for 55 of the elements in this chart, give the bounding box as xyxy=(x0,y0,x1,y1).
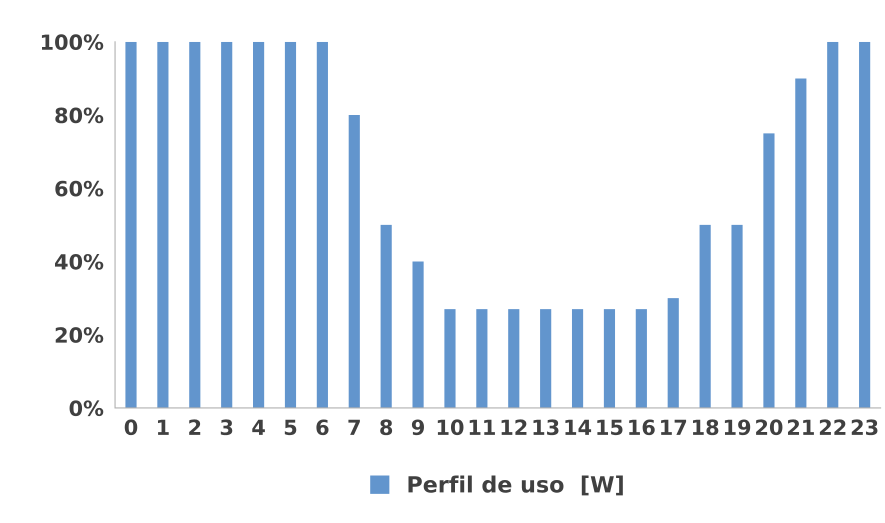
bar xyxy=(540,309,552,408)
x-tick-label: 5 xyxy=(284,420,296,436)
bar xyxy=(604,309,616,408)
bar xyxy=(859,42,870,408)
x-tick-label: 9 xyxy=(412,419,424,436)
y-tick-label: 40% xyxy=(55,254,104,270)
bar xyxy=(508,309,520,408)
x-tick-label: 22 xyxy=(820,419,846,435)
bar xyxy=(444,309,456,408)
bar xyxy=(572,309,584,408)
bar xyxy=(189,42,200,408)
bar xyxy=(253,42,264,408)
bar xyxy=(157,42,168,408)
x-tick-label: 16 xyxy=(629,419,655,436)
y-tick-label: 0% xyxy=(70,400,104,416)
x-tick-label: 8 xyxy=(380,419,392,436)
y-tick-label: 100% xyxy=(42,34,104,50)
x-tick-label: 6 xyxy=(316,419,329,436)
bar xyxy=(221,42,232,408)
x-tick-label: 0 xyxy=(124,419,138,436)
bar xyxy=(284,42,296,408)
bar xyxy=(731,224,743,408)
x-tick-label: 4 xyxy=(252,420,265,435)
x-tick-label: 20 xyxy=(756,419,782,436)
x-tick-label: 19 xyxy=(724,419,750,436)
x-tick-label: 23 xyxy=(852,419,878,436)
x-tick-label: 10 xyxy=(438,419,464,436)
bar xyxy=(700,224,711,408)
bar xyxy=(763,133,775,408)
x-tick-label: 1 xyxy=(158,420,169,435)
bar xyxy=(668,298,679,408)
bar xyxy=(380,224,392,408)
x-tick-label: 11 xyxy=(470,420,495,435)
x-tick-label: 3 xyxy=(220,419,232,436)
x-tick-label: 2 xyxy=(189,419,200,435)
bar xyxy=(636,309,647,408)
bar xyxy=(125,42,137,408)
x-tick-label: 14 xyxy=(565,420,592,435)
bar xyxy=(412,262,424,408)
x-tick-label: 15 xyxy=(597,420,622,436)
y-tick-label: 60% xyxy=(55,180,104,196)
bar xyxy=(476,309,488,408)
bar xyxy=(795,78,806,408)
x-tick-label: 21 xyxy=(788,419,814,435)
x-tick-label: 12 xyxy=(502,419,526,435)
bar xyxy=(827,42,838,408)
x-tick-label: 7 xyxy=(348,420,360,435)
bar xyxy=(348,115,360,408)
legend-label: Perfil de uso [W] xyxy=(408,476,623,496)
y-tick-label: 20% xyxy=(56,327,104,343)
x-tick-label: 13 xyxy=(534,419,558,436)
x-tick-label: 18 xyxy=(692,419,718,436)
y-tick-label: 80% xyxy=(55,108,104,124)
bar xyxy=(316,42,328,408)
x-tick-label: 17 xyxy=(661,420,686,435)
